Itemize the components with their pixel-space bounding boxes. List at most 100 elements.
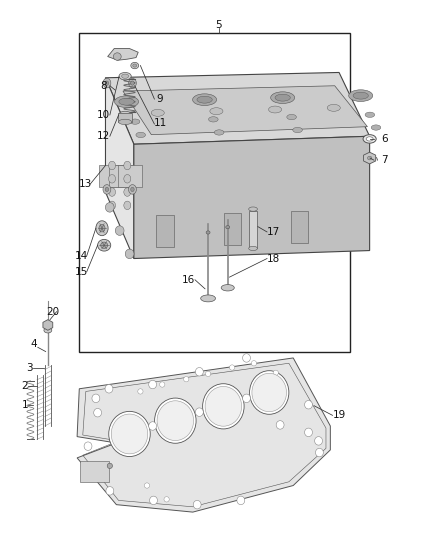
FancyBboxPatch shape: [118, 165, 142, 187]
Ellipse shape: [271, 92, 295, 103]
Ellipse shape: [109, 201, 116, 209]
Text: 2: 2: [21, 381, 28, 391]
Ellipse shape: [119, 111, 132, 119]
Ellipse shape: [151, 109, 164, 116]
Text: 12: 12: [97, 131, 110, 141]
Ellipse shape: [327, 104, 340, 111]
Polygon shape: [77, 358, 330, 512]
Ellipse shape: [131, 62, 139, 69]
Ellipse shape: [128, 78, 136, 88]
Ellipse shape: [304, 400, 312, 409]
Ellipse shape: [157, 401, 194, 441]
Ellipse shape: [99, 224, 105, 232]
Ellipse shape: [243, 354, 251, 362]
Ellipse shape: [106, 203, 114, 212]
Ellipse shape: [273, 370, 279, 375]
Ellipse shape: [206, 231, 210, 234]
Ellipse shape: [145, 483, 150, 488]
Ellipse shape: [130, 119, 140, 124]
Ellipse shape: [107, 463, 113, 469]
Text: 20: 20: [46, 306, 60, 317]
Ellipse shape: [293, 127, 302, 133]
Ellipse shape: [92, 394, 100, 402]
Ellipse shape: [149, 380, 156, 389]
Ellipse shape: [103, 184, 111, 194]
Ellipse shape: [201, 295, 215, 302]
Text: 4: 4: [30, 338, 37, 349]
FancyBboxPatch shape: [109, 165, 133, 187]
Ellipse shape: [243, 394, 251, 402]
Ellipse shape: [131, 81, 134, 85]
Text: 18: 18: [267, 254, 280, 263]
Ellipse shape: [221, 285, 234, 291]
Ellipse shape: [101, 242, 108, 248]
Polygon shape: [43, 320, 53, 330]
Ellipse shape: [105, 81, 109, 85]
Ellipse shape: [103, 78, 111, 88]
Ellipse shape: [276, 382, 284, 390]
Ellipse shape: [365, 112, 374, 117]
Ellipse shape: [252, 373, 286, 411]
Ellipse shape: [203, 384, 244, 429]
Ellipse shape: [195, 408, 203, 416]
Text: 1: 1: [21, 400, 28, 410]
FancyBboxPatch shape: [249, 211, 258, 248]
Polygon shape: [123, 86, 367, 135]
Ellipse shape: [128, 184, 136, 194]
Ellipse shape: [249, 246, 258, 251]
Text: 14: 14: [75, 251, 88, 261]
FancyBboxPatch shape: [99, 165, 124, 187]
Ellipse shape: [155, 398, 196, 443]
Ellipse shape: [251, 361, 257, 366]
Ellipse shape: [109, 188, 116, 196]
Ellipse shape: [111, 414, 148, 454]
Ellipse shape: [125, 249, 134, 259]
Ellipse shape: [230, 365, 235, 370]
Ellipse shape: [105, 187, 109, 191]
Ellipse shape: [287, 115, 297, 120]
Ellipse shape: [105, 384, 113, 393]
Ellipse shape: [367, 156, 372, 160]
Polygon shape: [108, 49, 138, 60]
Ellipse shape: [197, 96, 212, 103]
Ellipse shape: [226, 225, 230, 229]
Ellipse shape: [315, 448, 323, 457]
Ellipse shape: [109, 161, 116, 169]
Ellipse shape: [276, 421, 284, 429]
Ellipse shape: [371, 125, 381, 130]
Text: 5: 5: [215, 20, 223, 30]
Ellipse shape: [214, 130, 224, 135]
Ellipse shape: [109, 174, 116, 183]
Ellipse shape: [136, 132, 145, 138]
Text: 16: 16: [182, 275, 195, 285]
Ellipse shape: [363, 135, 376, 143]
Polygon shape: [106, 78, 134, 259]
Polygon shape: [134, 136, 370, 259]
Ellipse shape: [115, 226, 124, 236]
Ellipse shape: [150, 496, 157, 505]
Text: 15: 15: [75, 267, 88, 277]
FancyBboxPatch shape: [291, 211, 308, 243]
Ellipse shape: [96, 221, 108, 236]
Ellipse shape: [94, 408, 102, 417]
Ellipse shape: [119, 98, 134, 105]
Text: 17: 17: [267, 227, 280, 237]
Ellipse shape: [119, 72, 131, 80]
Ellipse shape: [237, 496, 245, 505]
Ellipse shape: [138, 389, 143, 394]
Ellipse shape: [205, 371, 211, 376]
Ellipse shape: [149, 422, 156, 430]
FancyBboxPatch shape: [118, 114, 132, 123]
Ellipse shape: [122, 74, 129, 78]
Text: 7: 7: [381, 155, 388, 165]
Ellipse shape: [124, 201, 131, 209]
Text: 13: 13: [79, 179, 92, 189]
Ellipse shape: [123, 447, 128, 453]
Ellipse shape: [268, 106, 282, 113]
Ellipse shape: [353, 92, 368, 99]
Ellipse shape: [106, 487, 114, 495]
Ellipse shape: [113, 53, 121, 60]
Ellipse shape: [210, 108, 223, 115]
Text: 6: 6: [381, 134, 388, 144]
Ellipse shape: [84, 442, 92, 450]
